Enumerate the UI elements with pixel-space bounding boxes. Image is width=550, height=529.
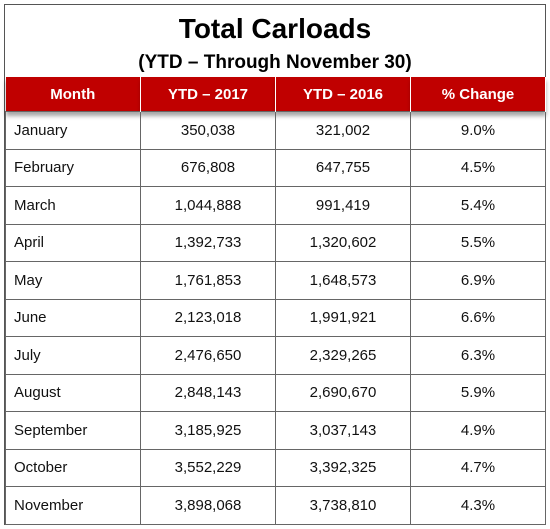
value-cell: 350,038 [140, 111, 276, 150]
month-cell: March [5, 186, 141, 225]
value-cell: 4.5% [410, 148, 546, 187]
month-cell: June [5, 298, 141, 337]
table-row: October 3,552,229 3,392,325 4.7% [5, 448, 546, 487]
table-row: March 1,044,888 991,419 5.4% [5, 186, 546, 225]
value-cell: 9.0% [410, 111, 546, 150]
table-row: January 350,038 321,002 9.0% [5, 111, 546, 150]
value-cell: 2,848,143 [140, 373, 276, 412]
value-cell: 1,044,888 [140, 186, 276, 225]
month-cell: May [5, 261, 141, 300]
table-frame: Total Carloads (YTD – Through November 3… [4, 4, 546, 525]
table-row: April 1,392,733 1,320,602 5.5% [5, 223, 546, 262]
value-cell: 1,991,921 [275, 298, 411, 337]
value-cell: 3,185,925 [140, 411, 276, 450]
value-cell: 3,552,229 [140, 448, 276, 487]
value-cell: 2,690,670 [275, 373, 411, 412]
value-cell: 3,037,143 [275, 411, 411, 450]
value-cell: 991,419 [275, 186, 411, 225]
table-row: September 3,185,925 3,037,143 4.9% [5, 411, 546, 450]
column-header: YTD – 2016 [275, 77, 411, 112]
table-row: November 3,898,068 3,738,810 4.3% [5, 486, 546, 525]
column-header: % Change [410, 77, 546, 112]
value-cell: 2,123,018 [140, 298, 276, 337]
value-cell: 3,898,068 [140, 486, 276, 525]
data-table: Month YTD – 2017 YTD – 2016% Change Januar… [5, 77, 546, 525]
column-header: YTD – 2017 [140, 77, 276, 112]
value-cell: 6.3% [410, 336, 546, 375]
table-row: August 2,848,143 2,690,670 5.9% [5, 373, 546, 412]
month-cell: February [5, 148, 141, 187]
value-cell: 6.6% [410, 298, 546, 337]
month-cell: September [5, 411, 141, 450]
value-cell: 1,648,573 [275, 261, 411, 300]
value-cell: 647,755 [275, 148, 411, 187]
value-cell: 1,392,733 [140, 223, 276, 262]
value-cell: 321,002 [275, 111, 411, 150]
header-row: Month YTD – 2017 YTD – 2016% Change [5, 77, 546, 112]
month-cell: April [5, 223, 141, 262]
value-cell: 5.4% [410, 186, 546, 225]
value-cell: 676,808 [140, 148, 276, 187]
month-cell: November [5, 486, 141, 525]
value-cell: 3,738,810 [275, 486, 411, 525]
value-cell: 3,392,325 [275, 448, 411, 487]
table-row: July 2,476,650 2,329,265 6.3% [5, 336, 546, 375]
month-cell: August [5, 373, 141, 412]
table-body: January 350,038 321,002 9.0% February 676,808… [5, 111, 546, 525]
table-row: May 1,761,853 1,648,573 6.9% [5, 261, 546, 300]
value-cell: 5.9% [410, 373, 546, 412]
table-row: February 676,808 647,755 4.5% [5, 148, 546, 187]
value-cell: 1,320,602 [275, 223, 411, 262]
month-cell: October [5, 448, 141, 487]
month-cell: July [5, 336, 141, 375]
value-cell: 2,329,265 [275, 336, 411, 375]
value-cell: 4.9% [410, 411, 546, 450]
value-cell: 1,761,853 [140, 261, 276, 300]
value-cell: 4.3% [410, 486, 546, 525]
value-cell: 6.9% [410, 261, 546, 300]
subtitle: (YTD – Through November 30) [138, 52, 412, 73]
month-cell: January [5, 111, 141, 150]
value-cell: 2,476,650 [140, 336, 276, 375]
table-row: June 2,123,018 1,991,921 6.6% [5, 298, 546, 337]
column-header: Month [5, 77, 141, 112]
value-cell: 4.7% [410, 448, 546, 487]
title: Total Carloads [178, 13, 372, 44]
value-cell: 5.5% [410, 223, 546, 262]
